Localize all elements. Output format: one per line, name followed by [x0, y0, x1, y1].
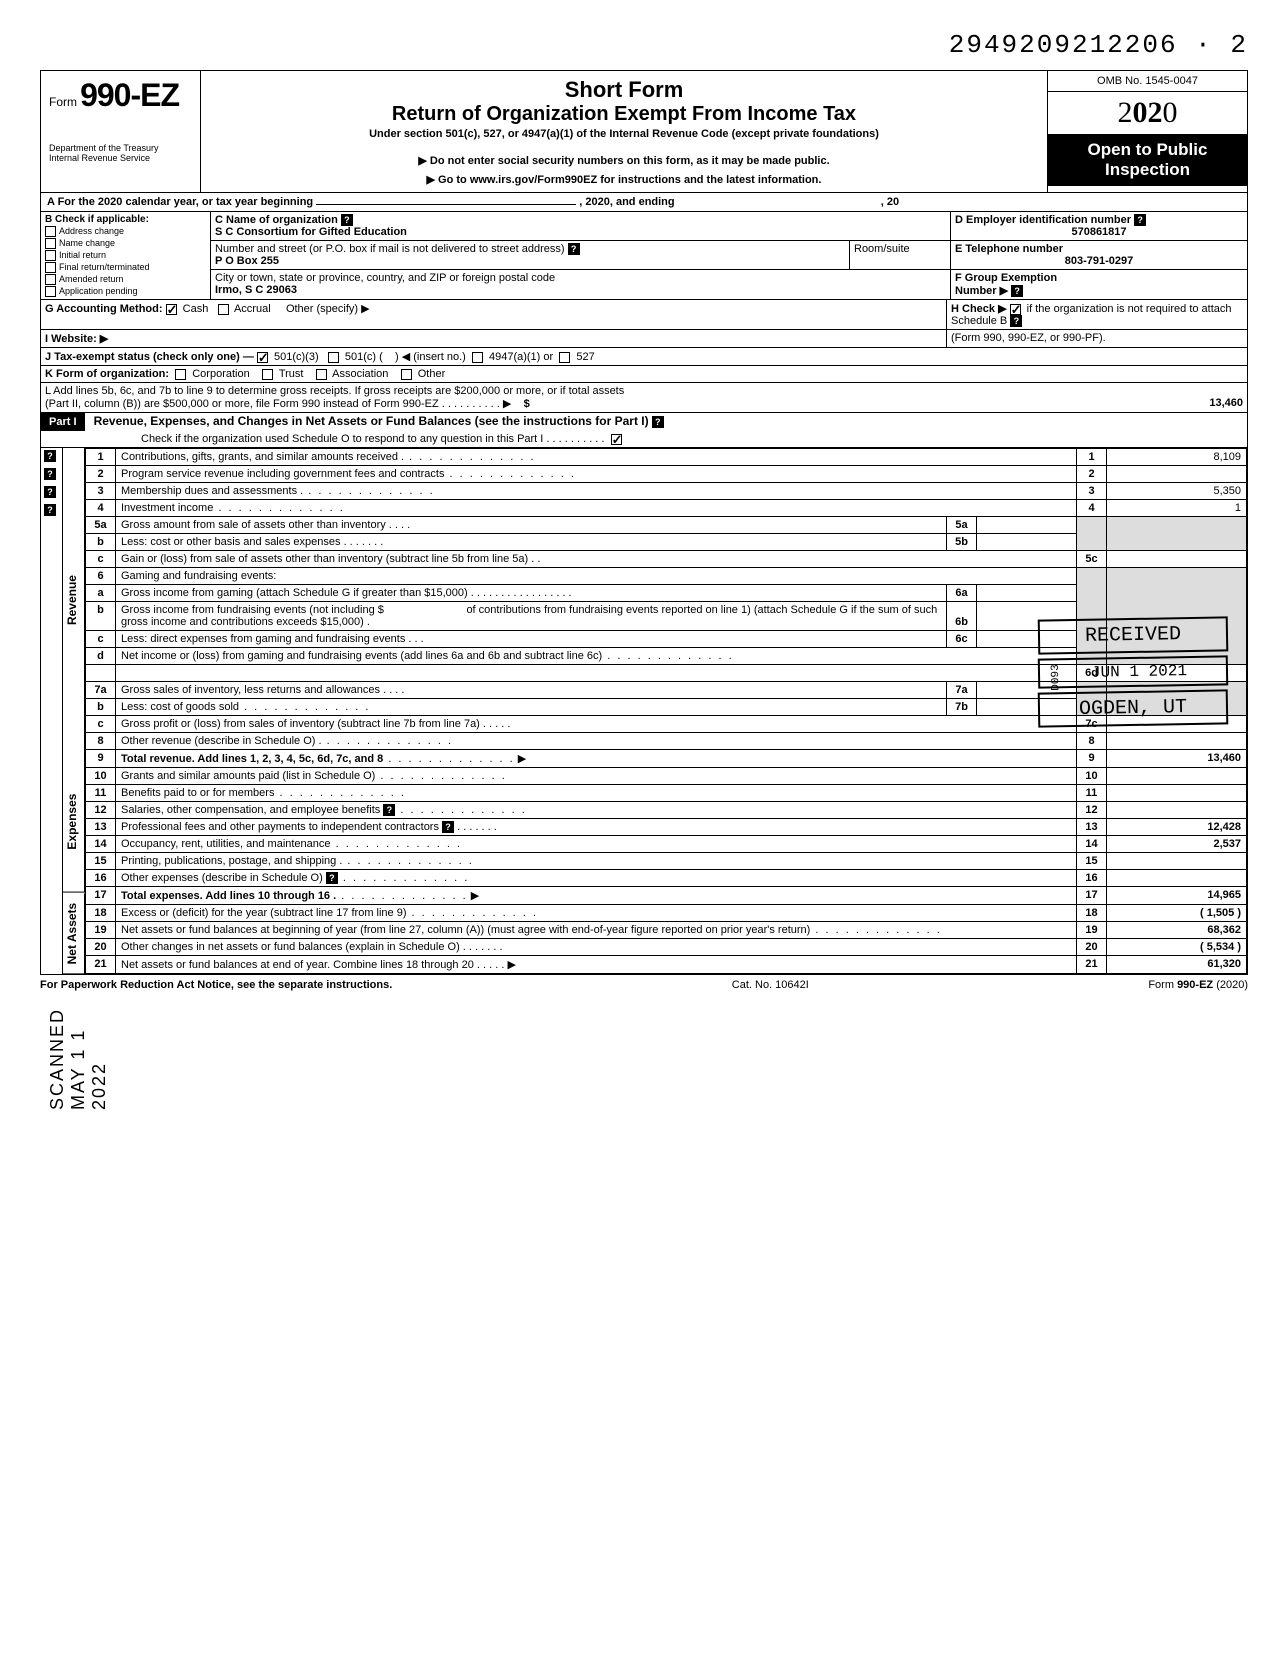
tax-year: 2020	[1048, 92, 1247, 134]
line-b-label: B Check if applicable:	[45, 214, 206, 225]
line-k-label: K Form of organization:	[45, 368, 169, 380]
subtitle-under-section: Under section 501(c), 527, or 4947(a)(1)…	[211, 128, 1037, 140]
part-1-title: Revenue, Expenses, and Changes in Net As…	[88, 414, 649, 428]
city-value: Irmo, S C 29063	[215, 284, 297, 296]
line-d-label: D Employer identification number	[955, 214, 1131, 226]
chk-schedule-o[interactable]	[611, 434, 622, 445]
line-c-label: C Name of organization	[215, 214, 338, 226]
chk-accrual[interactable]	[218, 304, 229, 315]
part-1-check-text: Check if the organization used Schedule …	[141, 433, 604, 445]
page-footer: For Paperwork Reduction Act Notice, see …	[40, 979, 1248, 991]
chk-501c[interactable]	[328, 352, 339, 363]
org-name: S C Consortium for Gifted Education	[215, 226, 407, 238]
chk-cash[interactable]	[166, 304, 177, 315]
chk-initial-return[interactable]: Initial return	[45, 249, 206, 261]
document-id: 2949209212206 · 2	[40, 30, 1248, 60]
instruction-noenter: ▶ Do not enter social security numbers o…	[211, 154, 1037, 167]
help-icon[interactable]: ?	[568, 243, 580, 255]
omb-number: OMB No. 1545-0047	[1048, 71, 1247, 92]
phone-value: 803-791-0297	[955, 255, 1243, 267]
chk-other[interactable]	[401, 369, 412, 380]
chk-name-change[interactable]: Name change	[45, 237, 206, 249]
ein-value: 570861817	[955, 226, 1243, 238]
scanned-stamp: SCANNED MAY 1 1 2022	[47, 1008, 110, 1110]
room-label: Room/suite	[854, 243, 910, 255]
line-l-amount: 13,460	[1209, 397, 1243, 409]
dept-irs: Internal Revenue Service	[49, 154, 192, 164]
help-icon[interactable]: ?	[44, 504, 56, 516]
instruction-goto: ▶ Go to www.irs.gov/Form990EZ for instru…	[211, 173, 1037, 186]
chk-final-return[interactable]: Final return/terminated	[45, 261, 206, 273]
line-e-label: E Telephone number	[955, 243, 1063, 255]
help-icon[interactable]: ?	[1011, 285, 1023, 297]
form-number: 990-EZ	[80, 77, 179, 113]
line-i-label: I Website: ▶	[45, 333, 108, 345]
chk-trust[interactable]	[262, 369, 273, 380]
title-short-form: Short Form	[211, 77, 1037, 103]
city-label: City or town, state or province, country…	[215, 272, 555, 284]
chk-corporation[interactable]	[175, 369, 186, 380]
chk-schedule-b[interactable]	[1010, 304, 1021, 315]
form-label: Form	[49, 95, 77, 109]
line-f-label2: Number ▶	[955, 285, 1008, 297]
chk-4947[interactable]	[472, 352, 483, 363]
line-h-label: H Check ▶	[951, 303, 1007, 315]
line-g-label: G Accounting Method:	[45, 303, 163, 315]
org-info-block: B Check if applicable: Address change Na…	[40, 212, 1248, 300]
chk-501c3[interactable]	[257, 352, 268, 363]
help-icon[interactable]: ?	[44, 468, 56, 480]
form-header: Form 990-EZ Department of the Treasury I…	[40, 70, 1248, 193]
open-to-public: Open to PublicInspection	[1048, 134, 1247, 186]
street-value: P O Box 255	[215, 255, 279, 267]
footer-paperwork: For Paperwork Reduction Act Notice, see …	[40, 979, 392, 991]
line-l-text2: (Part II, column (B)) are $500,000 or mo…	[45, 398, 445, 410]
line-f-label: F Group Exemption	[955, 272, 1057, 284]
help-icon[interactable]: ?	[652, 416, 664, 428]
help-icon[interactable]: ?	[341, 214, 353, 226]
chk-address-change[interactable]: Address change	[45, 225, 206, 237]
help-icon[interactable]: ?	[44, 450, 56, 462]
side-netassets: Net Assets	[63, 893, 85, 974]
part-1-label: Part I	[41, 413, 85, 431]
line-j-label: J Tax-exempt status (check only one) —	[45, 351, 254, 363]
title-return: Return of Organization Exempt From Incom…	[211, 103, 1037, 126]
side-expenses: Expenses	[63, 752, 85, 893]
footer-formno: Form 990-EZ (2020)	[1148, 979, 1248, 991]
chk-amended-return[interactable]: Amended return	[45, 273, 206, 285]
line-a: A For the 2020 calendar year, or tax yea…	[40, 193, 1248, 212]
chk-association[interactable]	[316, 369, 327, 380]
chk-527[interactable]	[559, 352, 570, 363]
help-icon[interactable]: ?	[1134, 214, 1146, 226]
side-revenue: Revenue	[63, 448, 85, 752]
help-icon[interactable]: ?	[44, 486, 56, 498]
footer-catno: Cat. No. 10642I	[732, 979, 809, 991]
line-h-text2: (Form 990, 990-EZ, or 990-PF).	[951, 332, 1106, 344]
line-l-text: L Add lines 5b, 6c, and 7b to line 9 to …	[45, 385, 1243, 397]
street-label: Number and street (or P.O. box if mail i…	[215, 243, 565, 255]
received-stamp: RECEIVED D093 JUN 1 2021 OGDEN, UT	[1038, 618, 1228, 726]
chk-application-pending[interactable]: Application pending	[45, 285, 206, 297]
